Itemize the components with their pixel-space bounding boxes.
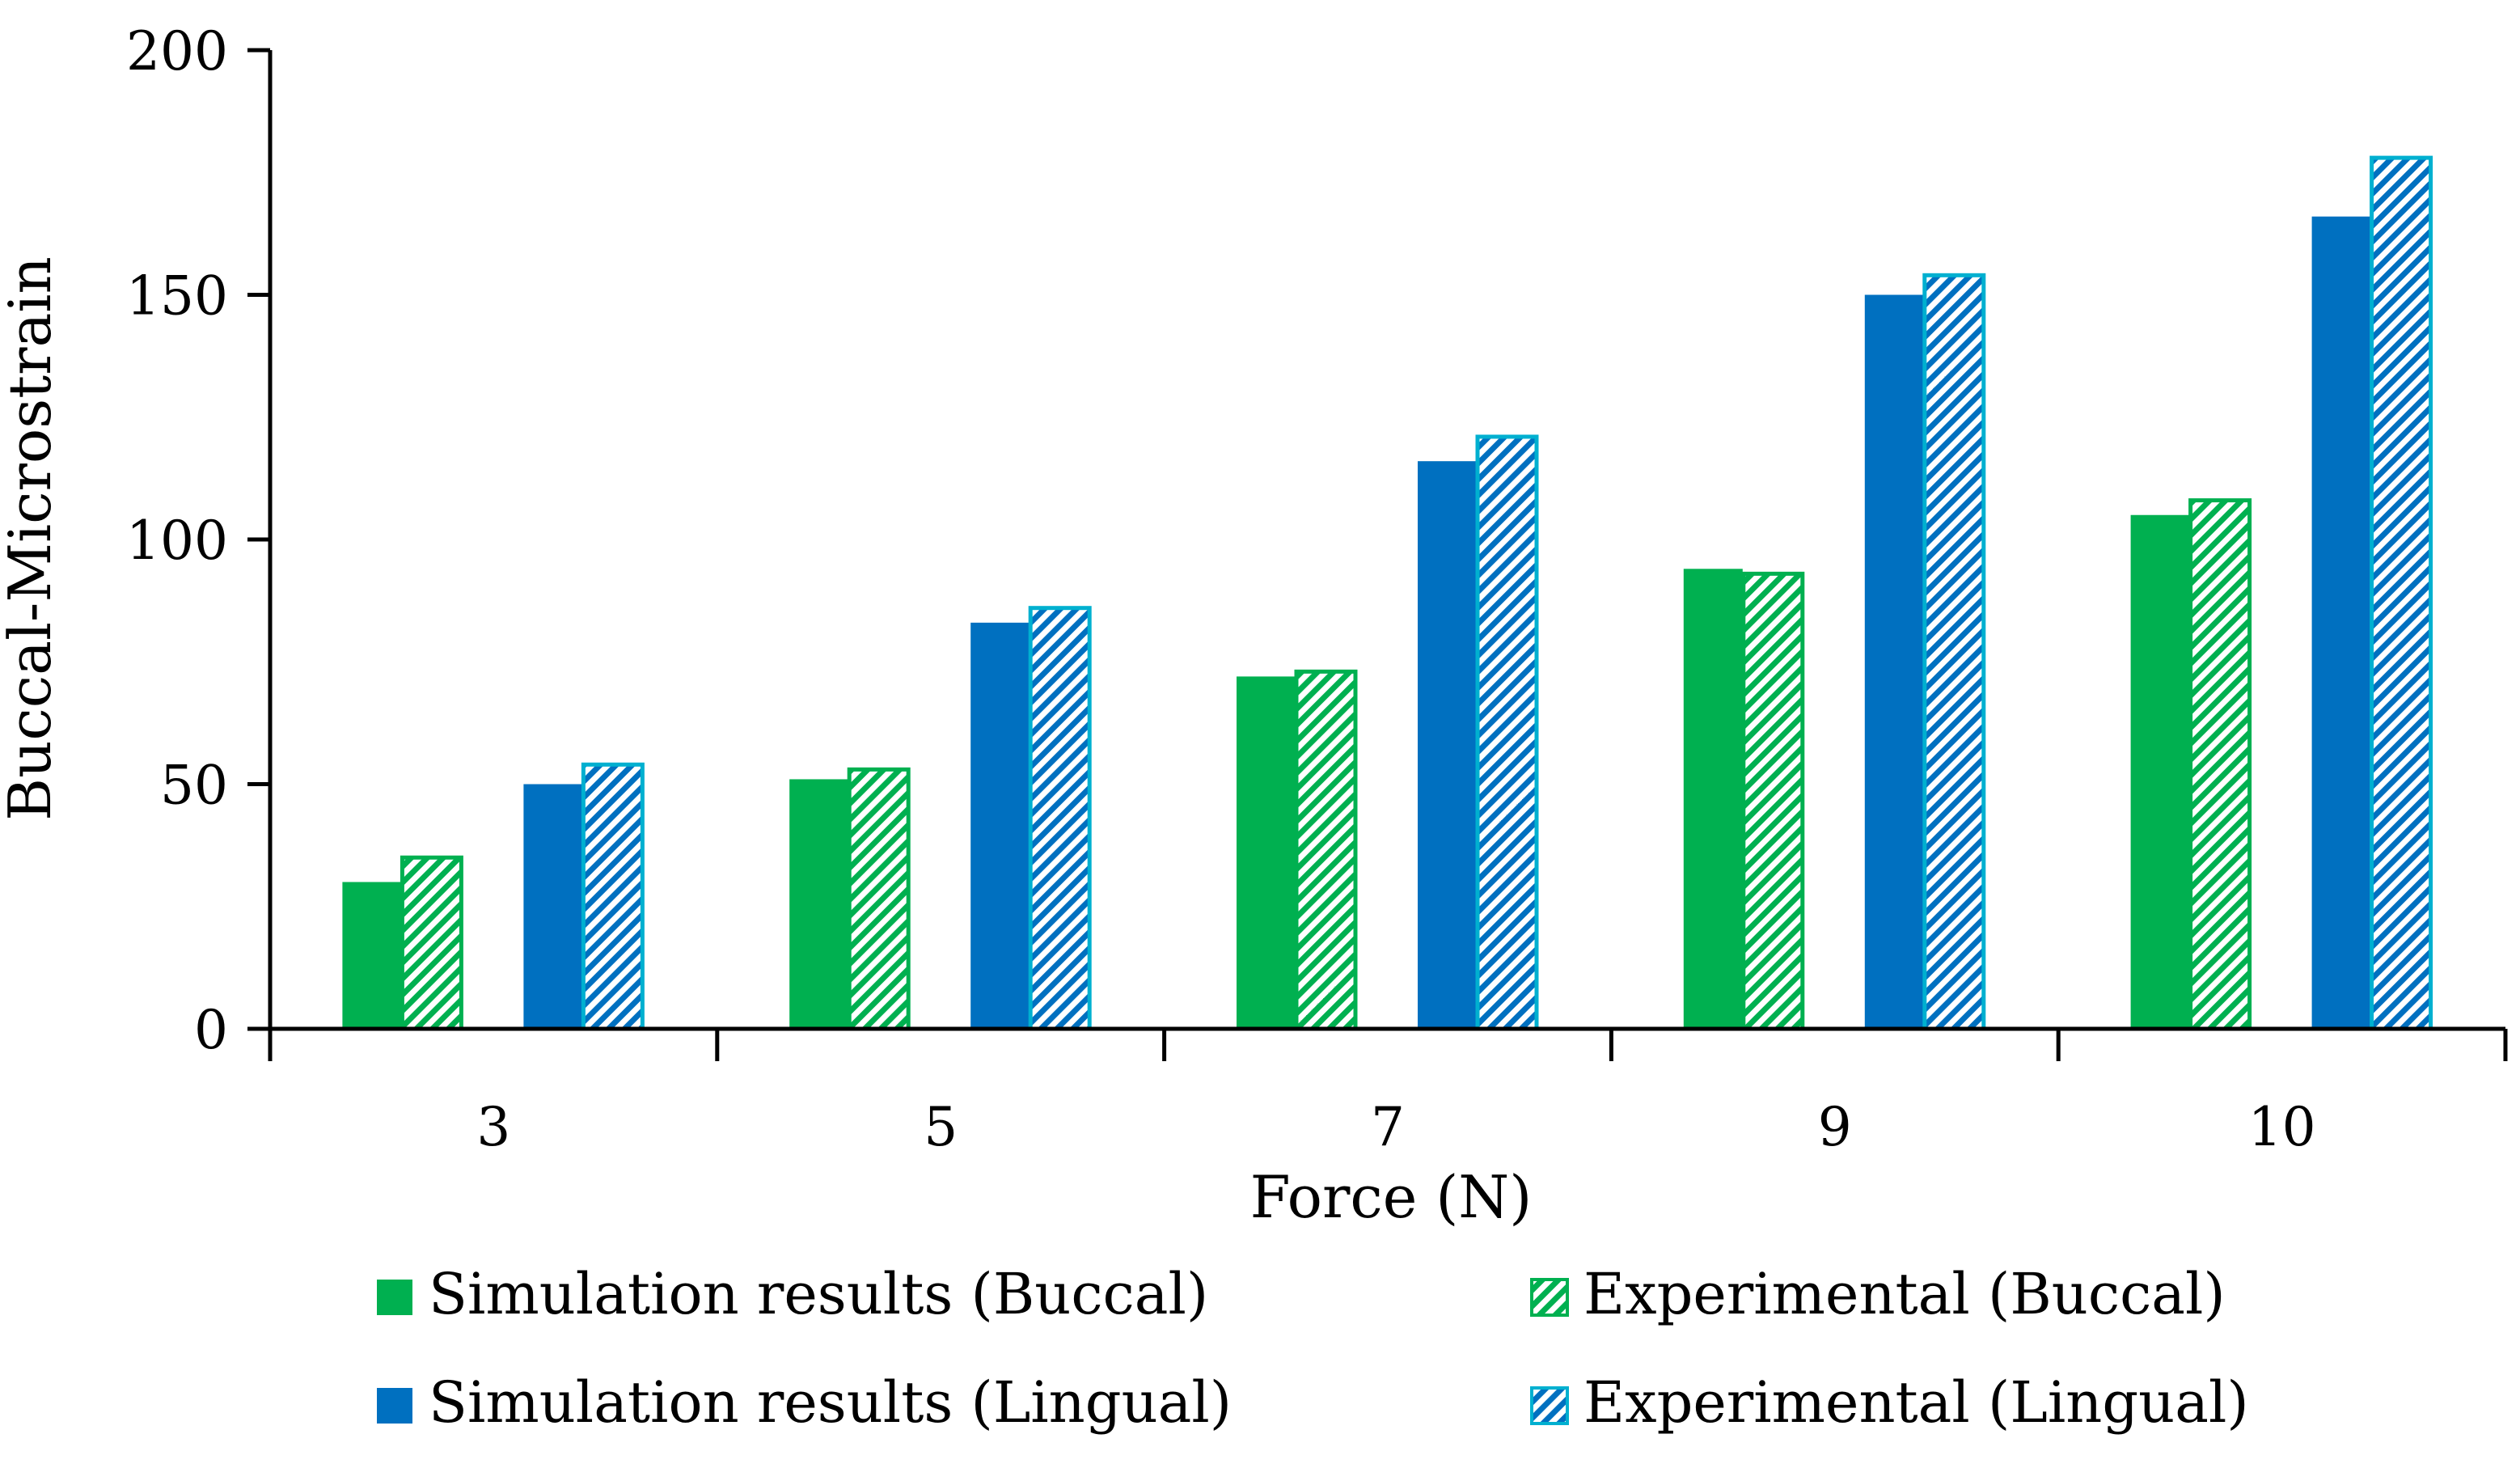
- bar-1-5: [789, 779, 849, 1029]
- bar-3-10: [2311, 216, 2371, 1029]
- bar-2-9: [1741, 571, 1805, 1031]
- bar-2-10: [2188, 498, 2252, 1031]
- legend-item: Experimental (Lingual): [1530, 1369, 2249, 1436]
- x-tick-label: 9: [1818, 1096, 1852, 1158]
- axes-layer: [247, 48, 2508, 1061]
- legend-label: Simulation results (Buccal): [429, 1261, 1208, 1327]
- bar-1-9: [1683, 569, 1743, 1029]
- bar-1-10: [2130, 514, 2190, 1029]
- y-tick-label: 100: [126, 510, 228, 572]
- bar-3-9: [1864, 294, 1924, 1029]
- x-tick-label: 5: [924, 1096, 958, 1158]
- tick-labels-layer: 0 50 100 150 200 3 5 7 9 10: [126, 20, 2316, 1158]
- x-axis-title: Force (N): [1250, 1163, 1533, 1231]
- bar-3-5: [970, 622, 1030, 1029]
- y-tick-label: 0: [194, 999, 228, 1061]
- legend: Simulation results (Buccal) Experimental …: [377, 1261, 2249, 1436]
- bar-3-3: [523, 784, 583, 1029]
- legend-item: Simulation results (Buccal): [377, 1261, 1208, 1327]
- legend-swatch: [1530, 1278, 1569, 1317]
- bar-4-5: [1028, 606, 1092, 1031]
- legend-item: Simulation results (Lingual): [377, 1369, 1232, 1436]
- y-tick-label: 50: [160, 755, 228, 817]
- x-tick-label: 7: [1371, 1096, 1405, 1158]
- bar-2-3: [400, 855, 463, 1031]
- bars-layer: [342, 155, 2433, 1031]
- bar-4-3: [581, 762, 645, 1031]
- legend-label: Simulation results (Lingual): [429, 1369, 1232, 1436]
- bar-2-5: [847, 767, 911, 1031]
- x-tick-label: 3: [476, 1096, 510, 1158]
- y-axis-title: Buccal-Microstrain: [0, 256, 64, 821]
- legend-swatch: [1530, 1386, 1569, 1425]
- legend-label: Experimental (Buccal): [1583, 1261, 2226, 1327]
- bar-2-7: [1294, 669, 1358, 1031]
- legend-label: Experimental (Lingual): [1583, 1369, 2249, 1436]
- x-tick-label: 10: [2248, 1096, 2316, 1158]
- bar-3-7: [1418, 461, 1477, 1029]
- bar-1-3: [342, 882, 402, 1029]
- legend-swatch: [377, 1388, 412, 1424]
- legend-item: Experimental (Buccal): [1530, 1261, 2226, 1327]
- bar-4-7: [1475, 434, 1539, 1031]
- bar-4-10: [2370, 155, 2433, 1031]
- legend-swatch: [377, 1280, 412, 1315]
- y-tick-label: 200: [126, 20, 228, 82]
- y-tick-label: 150: [126, 265, 228, 328]
- bar-4-9: [1922, 273, 1986, 1031]
- bar-1-7: [1237, 676, 1296, 1029]
